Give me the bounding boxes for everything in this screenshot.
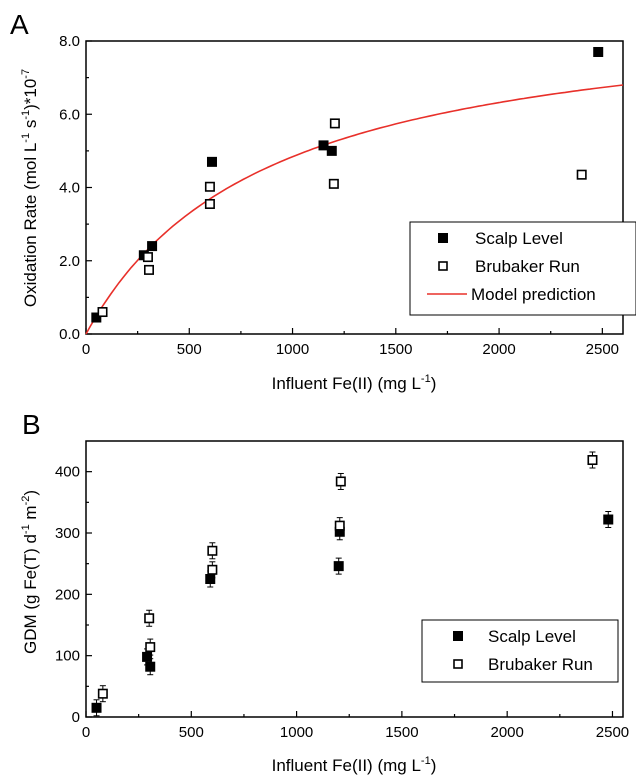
data-point-scalp-level	[326, 145, 337, 156]
legend-label: Model prediction	[471, 285, 596, 304]
y-tick-label: 8.0	[59, 33, 80, 50]
model-prediction-line	[85, 84, 624, 335]
y-tick-label: 2.0	[59, 253, 80, 270]
legend-marker-scalp-level	[438, 233, 448, 243]
data-point-scalp-level	[142, 651, 153, 662]
data-point-brubaker-run	[97, 307, 108, 318]
y-tick-label: 0	[72, 709, 80, 726]
data-point-brubaker-run	[144, 613, 155, 624]
panel-b-legend-box	[421, 619, 619, 683]
data-point-scalp-level	[147, 241, 158, 252]
data-point-brubaker-run	[142, 252, 153, 263]
panel-a-y-axis-label: Oxidation Rate (mol L-1 s-1)*10-7	[20, 69, 40, 307]
data-point-brubaker-run	[329, 118, 340, 129]
legend-marker-scalp-level	[453, 631, 463, 641]
y-tick-label: 200	[55, 586, 80, 603]
x-tick-label: 1000	[276, 341, 309, 358]
legend-marker-brubaker-run	[438, 261, 448, 271]
y-tick-label: 4.0	[59, 180, 80, 197]
panel-b: B 0 500 1000 1500 2000 2500 0 100 200 300 400 Infl…	[20, 409, 629, 775]
x-tick-label: 2000	[482, 341, 515, 358]
y-tick-label: 0.0	[59, 326, 80, 343]
x-tick-label: 500	[179, 724, 204, 741]
y-tick-label: 400	[55, 464, 80, 481]
data-point-brubaker-run	[97, 688, 108, 699]
x-tick-label: 0	[82, 341, 90, 358]
data-point-brubaker-run	[207, 545, 218, 556]
panel-a-frame	[85, 40, 624, 335]
y-tick-label: 300	[55, 525, 80, 542]
panel-a-letter: A	[10, 9, 29, 40]
data-point-brubaker-run	[587, 455, 598, 466]
data-point-brubaker-run	[207, 564, 218, 575]
data-point-scalp-level	[318, 140, 329, 151]
legend-label: Scalp Level	[488, 627, 576, 646]
data-point-scalp-level	[91, 702, 102, 713]
panel-a: A 0 500 1000 1500 2000 2500 0.0 2.0 4.0 6.0 8.0 In…	[10, 9, 636, 393]
data-point-brubaker-run	[334, 520, 345, 531]
panel-b-legend: Scalp Level Brubaker Run	[421, 619, 619, 683]
data-point-scalp-level	[91, 312, 102, 323]
data-point-scalp-level	[603, 514, 614, 525]
y-tick-label: 100	[55, 648, 80, 665]
x-tick-label: 2500	[596, 724, 629, 741]
y-tick-label: 6.0	[59, 106, 80, 123]
data-point-brubaker-run	[145, 642, 156, 653]
legend-marker-brubaker-run	[453, 659, 463, 669]
data-point-scalp-level	[205, 574, 216, 584]
data-point-brubaker-run	[143, 264, 154, 275]
panel-a-legend: Scalp Level Brubaker Run Model prediction	[409, 221, 636, 316]
x-tick-label: 1500	[379, 341, 412, 358]
panel-b-x-axis-label: Influent Fe(II) (mg L-1)	[272, 755, 437, 775]
x-tick-label: 0	[82, 724, 90, 741]
data-point-scalp-level	[593, 46, 604, 57]
x-tick-label: 2500	[586, 341, 619, 358]
x-tick-label: 1500	[385, 724, 418, 741]
data-point-brubaker-run	[204, 198, 215, 209]
panel-b-y-axis-label: GDM (g Fe(T) d-1 m-2)	[20, 490, 40, 654]
legend-label: Brubaker Run	[475, 257, 580, 276]
data-point-brubaker-run	[576, 169, 587, 180]
data-point-brubaker-run	[335, 476, 346, 487]
data-point-brubaker-run	[328, 178, 339, 189]
panel-b-letter: B	[22, 409, 41, 440]
panel-a-x-axis-label: Influent Fe(II) (mg L-1)	[272, 373, 437, 393]
data-point-scalp-level	[206, 156, 217, 167]
x-tick-label: 500	[177, 341, 202, 358]
legend-label: Scalp Level	[475, 229, 563, 248]
data-point-scalp-level	[145, 661, 156, 672]
x-tick-label: 1000	[280, 724, 313, 741]
x-tick-label: 2000	[490, 724, 523, 741]
legend-label: Brubaker Run	[488, 655, 593, 674]
data-point-brubaker-run	[204, 181, 215, 192]
data-point-scalp-level	[333, 561, 344, 572]
